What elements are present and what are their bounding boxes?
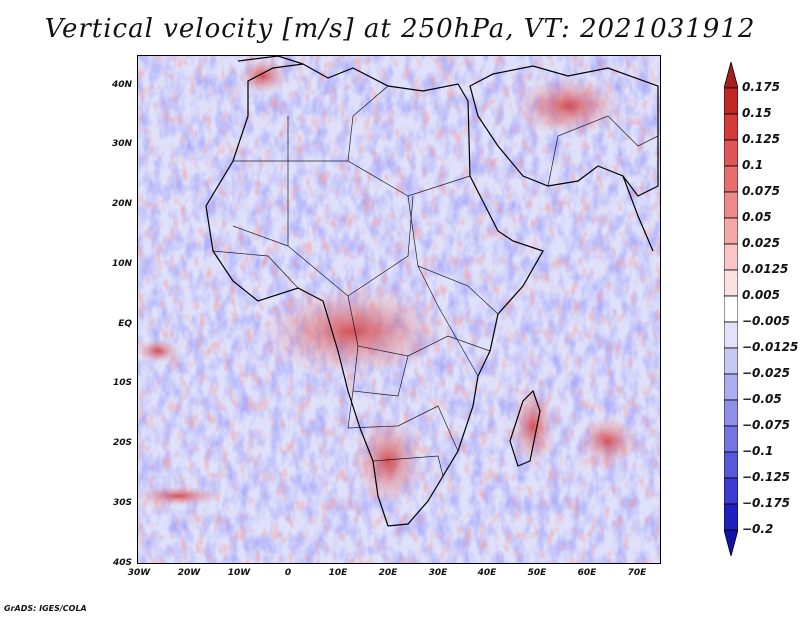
border-3 (407, 195, 499, 315)
lat-label-30n: 30N (111, 139, 132, 149)
updraft-southern-africa (353, 416, 423, 506)
colorbar-label: −0.005 (742, 314, 791, 328)
colorbar-bottom-triangle (724, 529, 738, 556)
lon-label-60e: 60E (577, 568, 597, 578)
colorbar-label: 0.175 (742, 80, 780, 94)
colorbar-swatch (724, 243, 738, 271)
colorbar-label: −0.075 (742, 418, 791, 432)
lon-label-50e: 50E (527, 568, 547, 578)
country-borders (212, 85, 659, 477)
updraft-atlantic (138, 339, 180, 363)
colorbar-label: 0.025 (742, 236, 780, 250)
colorbar-label: −0.1 (742, 444, 774, 458)
madagascar-coastline (509, 389, 541, 467)
border-6 (347, 390, 459, 452)
arabia-asia-coastline (469, 65, 659, 197)
colorbar-swatch (724, 399, 738, 427)
border-1 (233, 160, 471, 197)
colorbar-swatch (724, 425, 738, 453)
colorbar-swatch (724, 113, 738, 141)
colorbar-swatch (724, 87, 738, 115)
updraft-indian-ocean (578, 416, 638, 466)
colorbar-top-triangle (724, 62, 738, 89)
colorbar-label: −0.2 (742, 522, 774, 536)
updraft-equatorial (258, 286, 448, 376)
lon-label-20e: 20E (378, 568, 398, 578)
lon-label-10e: 10E (328, 568, 348, 578)
colorbar-label: −0.0125 (742, 340, 799, 354)
border-11 (547, 115, 659, 187)
lon-label-40e: 40E (477, 568, 497, 578)
updraft-middle-east (513, 76, 623, 136)
lat-label-30s: 30S (112, 498, 132, 508)
colorbar-label: −0.05 (742, 392, 782, 406)
colorbar-label: 0.125 (742, 132, 780, 146)
colorbar-swatch (724, 269, 738, 297)
europe-coastline (237, 56, 304, 65)
colorbar-label: 0.075 (742, 184, 780, 198)
lat-label-eq: EQ (118, 319, 132, 329)
lat-label-40n: 40N (111, 80, 132, 90)
border-8 (417, 265, 479, 377)
updraft-iberia (238, 58, 288, 94)
colorbar-swatch (724, 503, 738, 531)
lon-label-30w: 30W (127, 568, 151, 578)
footer-credit: GrADS: IGES/COLA (4, 604, 87, 613)
lon-label-20w: 20W (177, 568, 201, 578)
lon-label-0: 0 (284, 568, 292, 578)
updraft-south-atlantic (138, 486, 223, 506)
lon-label-70e: 70E (627, 568, 647, 578)
colorbar (724, 62, 738, 556)
colorbar-swatch (724, 139, 738, 167)
lat-label-10s: 10S (112, 378, 132, 388)
lat-label-20s: 20S (112, 438, 132, 448)
updraft-madagascar (511, 386, 555, 466)
colorbar-label: 0.005 (742, 288, 780, 302)
colorbar-label: 0.05 (742, 210, 772, 224)
colorbar-label: −0.025 (742, 366, 791, 380)
lat-label-40s: 40S (112, 558, 132, 568)
colorbar-label: −0.125 (742, 470, 791, 484)
colorbar-swatch (724, 373, 738, 401)
india-coastline (622, 175, 654, 252)
map-panel (137, 55, 661, 564)
border-5 (352, 345, 409, 397)
lat-label-10n: 10N (111, 259, 132, 269)
border-7 (372, 455, 444, 477)
lon-label-10w: 10W (227, 568, 251, 578)
colorbar-swatch (724, 191, 738, 219)
colorbar-swatch (724, 321, 738, 349)
colorbar-swatch (724, 347, 738, 375)
colorbar-label: 0.0125 (742, 262, 789, 276)
border-10 (347, 85, 389, 162)
colorbar-label: 0.15 (742, 106, 772, 120)
colorbar-swatch (724, 477, 738, 505)
colorbar-swatch (724, 295, 738, 323)
colorbar-swatch (724, 165, 738, 193)
colorbar-swatch (724, 217, 738, 245)
border-9 (212, 225, 299, 289)
colorbar-label: −0.175 (742, 496, 791, 510)
lon-label-30e: 30E (428, 568, 448, 578)
lat-label-20n: 20N (111, 199, 132, 209)
colorbar-label: 0.1 (742, 158, 764, 172)
colorbar-swatch (724, 451, 738, 479)
velocity-field-map (138, 56, 660, 563)
chart-title: Vertical velocity [m/s] at 250hPa, VT: 2… (44, 14, 756, 44)
